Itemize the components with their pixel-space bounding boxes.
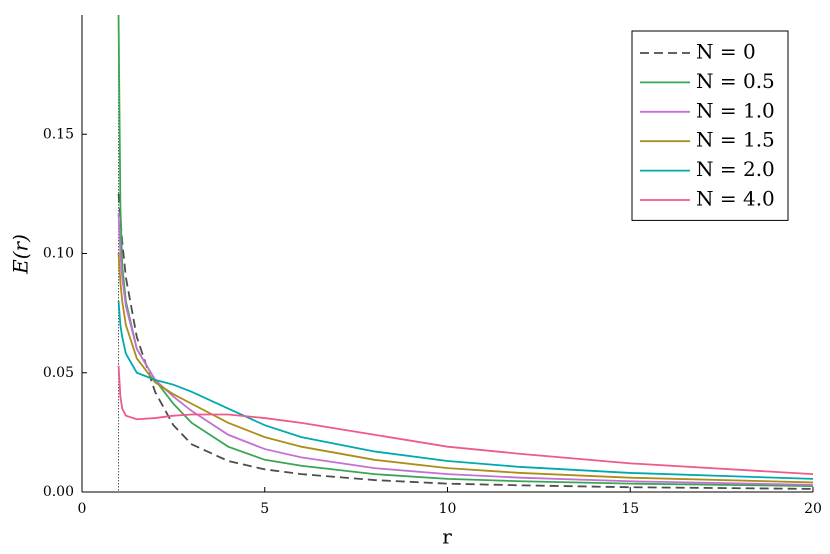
legend-box [631, 30, 789, 221]
legend-label: N = 1.5 [696, 128, 775, 152]
series-line [117, 365, 813, 476]
y-tick-label: 0.10 [43, 246, 74, 262]
legend-label: N = 4.0 [696, 187, 775, 211]
series-line [117, 15, 813, 487]
y-tick-label: 0.15 [43, 126, 74, 142]
series-line [117, 301, 813, 480]
series-line [117, 212, 813, 486]
series-line [117, 193, 813, 490]
legend-label: N = 0 [696, 40, 756, 64]
series-line [117, 253, 813, 484]
x-axis-title: r [442, 525, 452, 549]
y-axis-title: E(r) [9, 234, 33, 275]
legend-label: N = 0.5 [696, 69, 775, 93]
x-tick-label: 20 [804, 501, 822, 517]
y-tick-label: 0.05 [43, 365, 74, 381]
y-tick-label: 0.00 [43, 484, 74, 500]
plot-area [117, 15, 813, 492]
x-tick-label: 10 [439, 501, 457, 517]
legend-label: N = 2.0 [696, 157, 775, 181]
x-tick-label: 0 [78, 501, 87, 517]
x-tick-label: 5 [260, 501, 269, 517]
legend-label: N = 1.0 [696, 98, 775, 122]
x-tick-label: 15 [621, 501, 639, 517]
